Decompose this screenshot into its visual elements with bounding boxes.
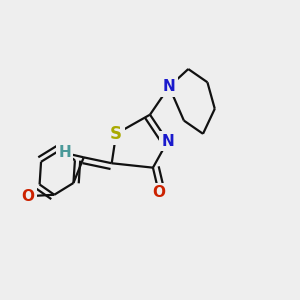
Text: S: S xyxy=(110,125,122,143)
Text: N: N xyxy=(161,134,174,149)
Text: H: H xyxy=(58,146,71,160)
Text: N: N xyxy=(163,79,175,94)
Text: O: O xyxy=(21,189,34,204)
Text: O: O xyxy=(152,185,165,200)
